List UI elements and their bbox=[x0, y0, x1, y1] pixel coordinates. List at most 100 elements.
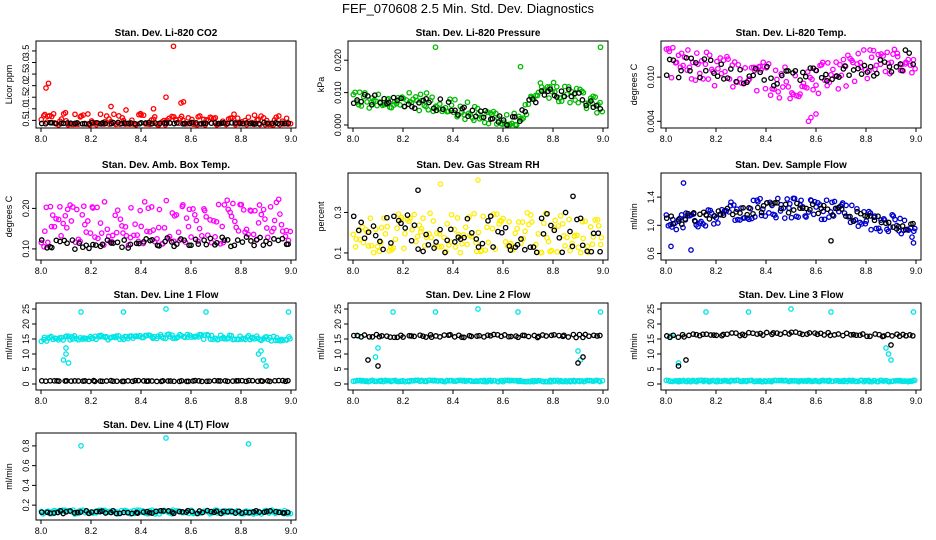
data-point bbox=[562, 242, 568, 249]
data-point bbox=[411, 222, 418, 229]
data-point bbox=[374, 102, 380, 109]
x-tick-label: 8.8 bbox=[547, 266, 560, 276]
data-point bbox=[836, 74, 842, 80]
data-point bbox=[580, 235, 587, 242]
data-point bbox=[465, 113, 471, 120]
data-point bbox=[279, 377, 286, 384]
data-point bbox=[72, 246, 78, 252]
data-point bbox=[146, 119, 152, 126]
data-point bbox=[757, 195, 763, 202]
x-tick-label: 8.2 bbox=[710, 396, 723, 406]
data-point bbox=[391, 213, 397, 220]
data-point bbox=[590, 234, 597, 240]
data-point bbox=[188, 234, 194, 240]
y-tick-label: 0.8 bbox=[21, 440, 31, 453]
x-tick-label: 8.6 bbox=[810, 396, 823, 406]
data-point bbox=[445, 99, 452, 105]
data-point bbox=[445, 108, 452, 115]
data-point bbox=[847, 219, 854, 226]
data-point bbox=[401, 103, 408, 110]
data-point bbox=[868, 226, 874, 233]
data-point bbox=[728, 377, 735, 384]
data-point bbox=[217, 378, 224, 384]
data-point bbox=[848, 332, 854, 338]
data-point bbox=[680, 180, 687, 186]
y-tick-label: 15 bbox=[646, 334, 656, 344]
data-point bbox=[38, 239, 45, 246]
data-point bbox=[231, 218, 238, 225]
data-point bbox=[364, 93, 371, 99]
data-point bbox=[120, 230, 126, 236]
data-point bbox=[575, 348, 581, 354]
data-point bbox=[381, 95, 388, 102]
y-tick-label: 15 bbox=[21, 334, 31, 344]
data-point bbox=[245, 114, 252, 121]
data-point bbox=[728, 199, 734, 206]
data-point bbox=[406, 89, 413, 96]
data-point bbox=[823, 71, 829, 78]
data-point bbox=[361, 235, 368, 242]
data-point bbox=[589, 241, 596, 248]
data-point bbox=[544, 210, 550, 217]
panel-title: Stan. Dev. Gas Stream RH bbox=[416, 160, 539, 171]
data-point bbox=[64, 120, 71, 126]
data-point bbox=[243, 120, 250, 126]
panel-5: Stan. Dev. Gas Stream RH 8.0 8.2 8.4 8.6 8.8 9… bbox=[316, 160, 609, 276]
data-point bbox=[597, 248, 603, 255]
y-tick-label: 0 bbox=[333, 381, 343, 386]
data-point bbox=[568, 93, 575, 100]
data-point bbox=[504, 122, 510, 128]
data-point bbox=[263, 363, 269, 369]
data-point bbox=[884, 49, 891, 56]
data-point bbox=[499, 377, 505, 384]
data-point bbox=[228, 213, 235, 220]
data-point bbox=[429, 94, 435, 101]
data-point bbox=[480, 114, 487, 121]
data-point bbox=[768, 75, 774, 82]
data-point bbox=[792, 67, 799, 74]
y-tick-label: 25 bbox=[646, 304, 656, 314]
data-point bbox=[576, 331, 583, 338]
x-tick-label: 8.2 bbox=[397, 396, 410, 406]
data-point bbox=[261, 119, 267, 126]
data-point bbox=[832, 205, 839, 212]
data-point bbox=[447, 226, 454, 233]
data-point bbox=[51, 223, 58, 230]
data-point bbox=[207, 235, 214, 242]
data-point bbox=[809, 76, 815, 83]
data-point bbox=[52, 120, 59, 127]
data-point bbox=[285, 377, 291, 384]
data-point bbox=[151, 114, 158, 120]
data-point bbox=[275, 113, 282, 119]
data-point bbox=[201, 207, 208, 214]
data-point bbox=[252, 207, 258, 214]
data-point bbox=[875, 225, 882, 232]
data-point bbox=[178, 377, 185, 384]
data-point bbox=[249, 377, 256, 384]
data-point bbox=[145, 378, 152, 384]
data-point bbox=[592, 94, 599, 100]
data-point bbox=[64, 240, 70, 247]
data-point bbox=[598, 234, 605, 241]
data-point bbox=[431, 245, 437, 251]
data-point bbox=[150, 105, 157, 112]
data-point bbox=[777, 208, 784, 214]
data-point bbox=[569, 240, 576, 247]
data-point bbox=[134, 232, 141, 238]
data-point bbox=[838, 206, 845, 212]
y-axis-label: kPa bbox=[316, 77, 326, 93]
x-tick-label: 8.0 bbox=[35, 396, 48, 406]
plot-frame bbox=[660, 40, 922, 129]
panel-9: Stan. Dev. Line 3 Flow 8.0 8.2 8.4 8.6 8.8 9.0… bbox=[629, 290, 922, 406]
y-tick-label: 0.2 bbox=[21, 499, 31, 512]
data-point bbox=[245, 441, 252, 447]
x-tick-label: 8.0 bbox=[347, 396, 360, 406]
data-point bbox=[740, 205, 746, 211]
data-point bbox=[420, 215, 426, 222]
data-point bbox=[875, 51, 882, 58]
data-point bbox=[533, 249, 540, 256]
data-point bbox=[86, 120, 92, 127]
data-point bbox=[561, 93, 568, 100]
data-point bbox=[415, 246, 421, 252]
data-point bbox=[479, 240, 486, 247]
